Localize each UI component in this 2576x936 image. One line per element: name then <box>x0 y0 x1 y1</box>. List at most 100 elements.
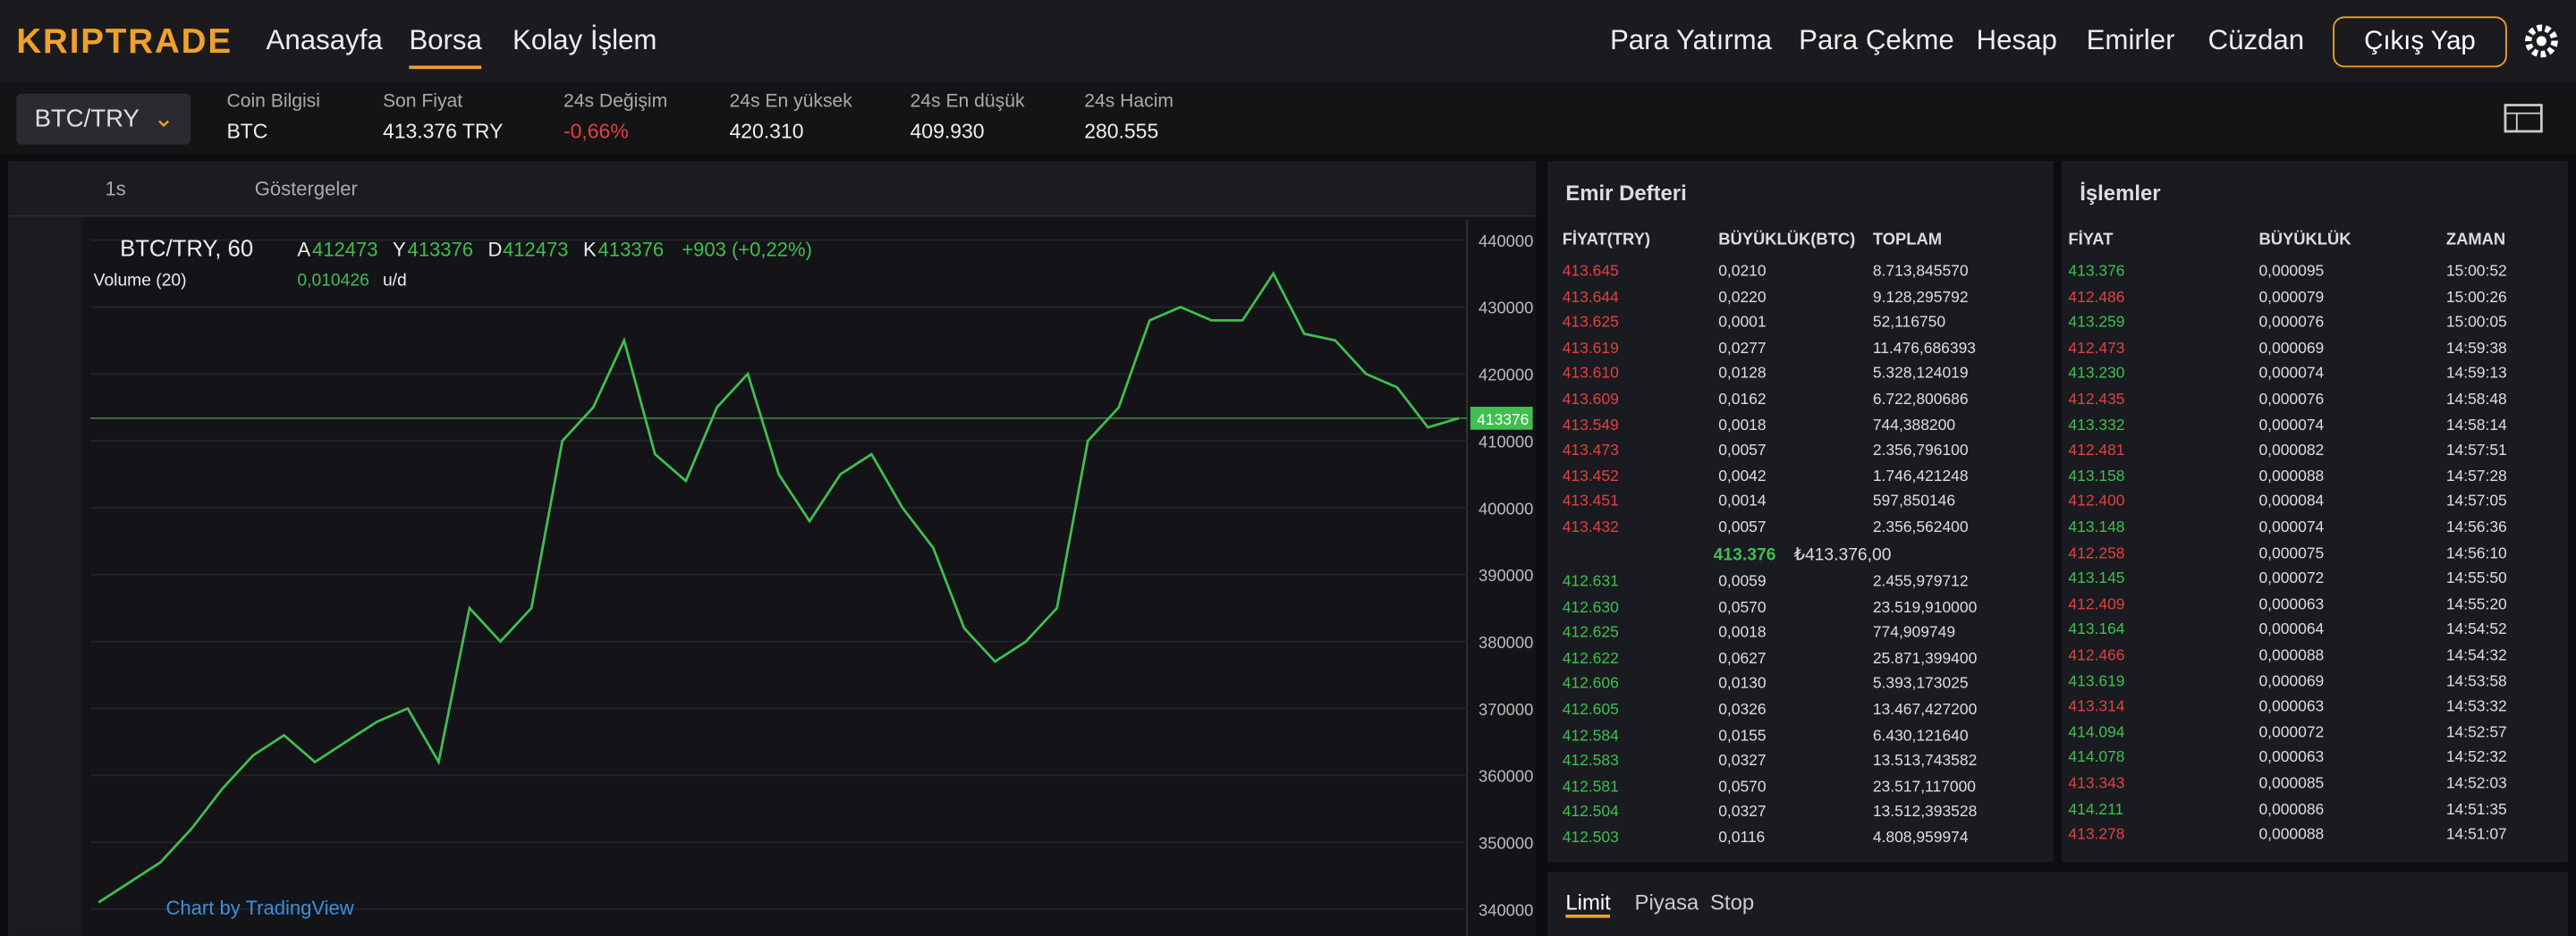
chart-toolbar: 1s Göstergeler <box>8 160 1537 217</box>
cell: 0,000095 <box>2258 262 2325 282</box>
cell: 412.606 <box>1562 675 1619 694</box>
nav-link[interactable]: Kolay İşlem <box>513 24 657 56</box>
settings-icon[interactable] <box>2521 20 2561 63</box>
ohlc-value: 413376 <box>408 239 474 261</box>
order-tab[interactable]: Stop <box>1710 890 1755 915</box>
cell: 14:53:58 <box>2445 672 2507 691</box>
cell: 0,0059 <box>1718 573 1767 592</box>
cell: 0,000079 <box>2258 288 2325 307</box>
order-tab[interactable]: Piyasa <box>1634 890 1699 915</box>
cell: 2.455,979712 <box>1872 573 1969 592</box>
cell: 0,0057 <box>1718 519 1767 537</box>
cell: 0,0570 <box>1718 598 1767 617</box>
cell: 413.164 <box>2068 620 2125 640</box>
nav-link[interactable]: Anasayfa <box>266 24 383 56</box>
cell: 15:00:52 <box>2445 262 2507 282</box>
cell: 413.376 <box>2068 262 2125 282</box>
cell: 15:00:26 <box>2445 288 2507 307</box>
brand[interactable]: KRIPTRADE <box>16 22 233 61</box>
mid-total: ₺413.376,00 <box>1793 544 1892 565</box>
y-tick-label: 380000 <box>1479 633 1533 652</box>
cell: 14:58:14 <box>2445 416 2507 434</box>
cell: 2.356,562400 <box>1872 519 1969 537</box>
stat-label: 24s Değişim <box>563 91 668 112</box>
cell: 0,000074 <box>2258 416 2325 434</box>
cell: 413.145 <box>2068 569 2125 588</box>
order-book: Emir Defteri FİYAT(TRY) BÜYÜKLÜK(BTC) TOPL… <box>1547 160 2054 863</box>
y-tick-label: 400000 <box>1479 499 1533 518</box>
symbol: BTC/TRY, 60 <box>120 237 253 262</box>
tool-strip <box>8 216 80 936</box>
nav-link[interactable]: Hesap <box>1976 24 2057 56</box>
column-header: ZAMAN <box>2445 231 2506 250</box>
navbar: KRIPTRADE Çıkış Yap <box>0 0 2576 82</box>
y-tick-label: 420000 <box>1479 366 1533 384</box>
y-tick-label: 350000 <box>1479 833 1533 852</box>
watermark[interactable]: Chart by TradingView <box>166 897 354 919</box>
cell: 23.517,117000 <box>1872 778 1977 797</box>
stat-value: BTC <box>226 120 268 143</box>
stat-value: 409.930 <box>910 120 985 143</box>
cell: 0,000069 <box>2258 339 2325 358</box>
nav-link[interactable]: Para Yatırma <box>1609 24 1773 56</box>
cell: 0,000088 <box>2258 646 2325 665</box>
cell: 413.343 <box>2068 774 2125 794</box>
cell: 412.409 <box>2068 595 2125 614</box>
cell: 0,0116 <box>1718 829 1766 847</box>
cell: 0,0018 <box>1718 416 1767 434</box>
cell: 0,000088 <box>2258 826 2325 845</box>
cell: 413.619 <box>2068 672 2125 691</box>
cell: 0,0220 <box>1718 288 1767 307</box>
cell: 5.328,124019 <box>1872 365 1969 384</box>
cell: 413.314 <box>2068 697 2125 717</box>
cell: 14:52:57 <box>2445 723 2507 742</box>
volume-label: Volume (20) <box>94 272 187 291</box>
cell: 0,0018 <box>1718 624 1767 643</box>
nav-link[interactable]: Cüzdan <box>2207 24 2305 56</box>
cell: 2.356,796100 <box>1872 442 1969 460</box>
cell: 413.549 <box>1562 416 1619 434</box>
cell: 52,116750 <box>1872 314 1946 333</box>
cell: 413.452 <box>1562 468 1619 486</box>
cell: 412.481 <box>2068 442 2125 460</box>
column-header: FİYAT <box>2068 231 2114 250</box>
cell: 413.432 <box>1562 519 1619 537</box>
y-tick-label: 440000 <box>1479 232 1533 250</box>
pair-label: BTC/TRY <box>34 105 140 133</box>
cell: 0,000072 <box>2258 569 2325 588</box>
cell: 14:53:32 <box>2445 697 2507 717</box>
cell: 0,000074 <box>2258 365 2325 384</box>
cell: 0,000072 <box>2258 723 2325 742</box>
stat-value: 420.310 <box>729 120 804 143</box>
cell: 13.512,393528 <box>1872 803 1978 822</box>
cell: 0,0014 <box>1718 493 1767 511</box>
ohlc-value: 412473 <box>312 239 378 261</box>
order-tab[interactable]: Limit <box>1565 890 1611 918</box>
cell: 0,0327 <box>1718 803 1767 822</box>
cell: 14:54:32 <box>2445 646 2507 665</box>
nav-link[interactable]: Para Çekme <box>1799 24 1954 56</box>
nav-link[interactable]: Borsa <box>409 25 482 70</box>
nav-link[interactable]: Emirler <box>2086 24 2175 56</box>
cell: 14:59:13 <box>2445 365 2507 384</box>
stat-label: 24s En yüksek <box>729 91 852 112</box>
interval[interactable]: 1s <box>105 177 126 201</box>
layout-icon[interactable] <box>2504 104 2543 133</box>
cell: 14:56:36 <box>2445 519 2507 537</box>
cell: 412.486 <box>2068 288 2125 307</box>
cell: 412.583 <box>1562 752 1619 771</box>
cell: 0,0001 <box>1718 314 1767 333</box>
stat-value: -0,66% <box>563 120 629 143</box>
indicators[interactable]: Göstergeler <box>254 177 358 201</box>
trades-title: İşlemler <box>2080 181 2161 206</box>
mid-price: 413.376 <box>1713 544 1776 565</box>
cell: 0,000084 <box>2258 493 2325 511</box>
cell: 0,0162 <box>1718 391 1767 409</box>
cell: 14:57:05 <box>2445 493 2507 511</box>
cell: 0,000063 <box>2258 749 2325 768</box>
cell: 414.211 <box>2068 800 2124 819</box>
y-tick-label: 390000 <box>1479 566 1533 585</box>
logout-button[interactable]: Çıkış Yap <box>2333 16 2507 68</box>
pair-selector[interactable]: BTC/TRY ⌄ <box>16 93 191 145</box>
